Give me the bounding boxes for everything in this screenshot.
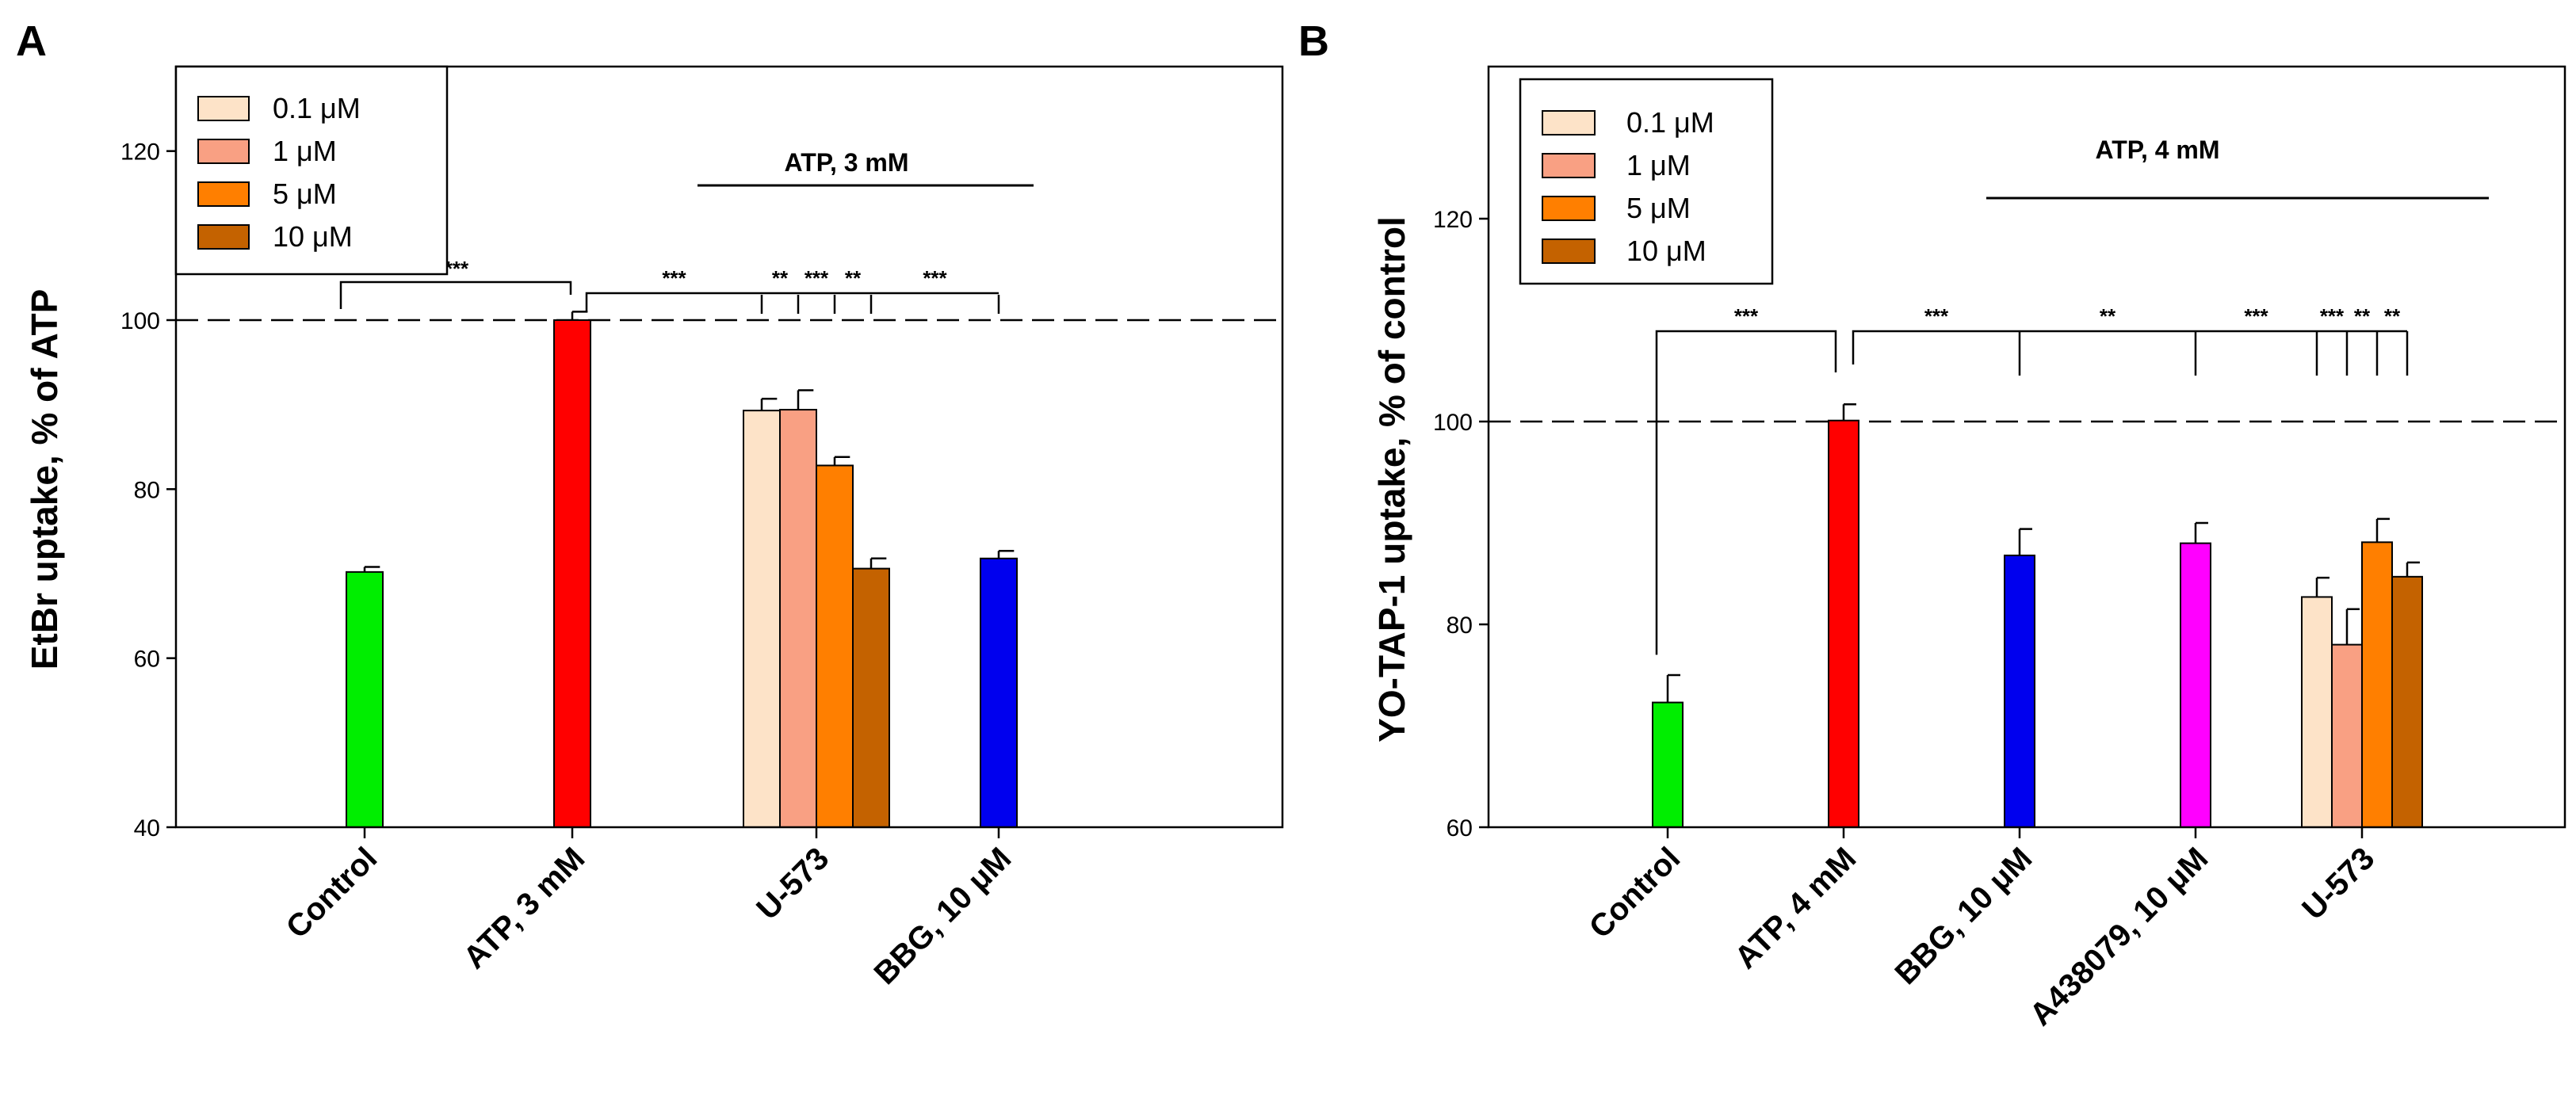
- panel-a-error-bar: [869, 557, 887, 569]
- panel-a-legend: 0.1 μM 1 μM 5 μM 10 μM: [174, 65, 449, 276]
- panel-b-category-label: A438079, 10 μM: [2024, 841, 2215, 1032]
- panel-a-legend-swatch: [197, 96, 250, 121]
- panel-a-y-tick-label: 60: [134, 647, 160, 673]
- panel-a-error-bar: [571, 311, 588, 320]
- panel-a-legend-label: 1 μM: [273, 135, 337, 167]
- panel-a-error-bar: [797, 389, 814, 410]
- panel-b-legend-swatch: [1542, 238, 1596, 264]
- panel-b-bar: [1828, 419, 1859, 828]
- panel-a-y-tick-label: 100: [120, 308, 160, 334]
- panel-b-category-label: ATP, 4 mM: [1728, 841, 1863, 975]
- panel-b-legend-swatch: [1542, 196, 1596, 221]
- panel-b-sig-label: **: [2354, 304, 2371, 328]
- panel-a-y-tick-label: 40: [134, 815, 160, 841]
- panel-a-error-bar: [760, 397, 778, 411]
- panel-a-bar: [779, 409, 817, 828]
- panel-b-sig-label: ***: [2320, 304, 2345, 328]
- panel-a-legend-label: 0.1 μM: [273, 92, 361, 124]
- panel-a-legend-swatch: [197, 139, 250, 164]
- panel-a-sig-bracket: [339, 280, 572, 309]
- panel-a-bar: [852, 567, 890, 828]
- panel-a-error-bar: [363, 566, 380, 572]
- panel-b-legend-label: 5 μM: [1626, 192, 1691, 224]
- panel-b-legend-swatch: [1542, 153, 1596, 178]
- panel-a-category-label: U-573: [750, 841, 835, 926]
- panel-b-legend-label: 10 μM: [1626, 235, 1707, 267]
- panel-a-category-label: ATP, 3 mM: [457, 841, 591, 975]
- panel-a-sig-label: ***: [923, 266, 947, 290]
- panel-a-error-bar: [997, 549, 1015, 559]
- panel-b-y-tick-label: 120: [1433, 207, 1473, 233]
- panel-a-bar: [346, 570, 384, 828]
- panel-a-bar: [980, 557, 1018, 828]
- panel-b-sig-bracket: [1852, 330, 2407, 364]
- panel-a-bar: [553, 319, 591, 828]
- panel-b-bar: [2391, 575, 2423, 829]
- panel-a-legend-label: 5 μM: [273, 177, 337, 210]
- panel-b-category-label: U-573: [2295, 841, 2381, 926]
- panel-a-sig-bracket: [585, 292, 999, 312]
- panel-b-error-bar: [2406, 561, 2420, 577]
- panel-b-legend-swatch: [1542, 110, 1596, 135]
- panel-b-bar: [2361, 541, 2393, 828]
- panel-b-error-bar: [1666, 674, 1680, 703]
- panel-a-category-label: BBG, 10 μM: [867, 841, 1018, 991]
- panel-b-error-bar: [2018, 528, 2032, 555]
- panel-b-category-label: Control: [1583, 841, 1687, 945]
- panel-b-error-bar: [1842, 403, 1856, 421]
- panel-a-sig-label: ***: [445, 257, 469, 280]
- panel-b-y-tick-label: 100: [1433, 410, 1473, 436]
- panel-a-bar: [743, 410, 781, 828]
- panel-b-bar: [1652, 701, 1684, 828]
- panel-b-y-tick-label: 60: [1447, 815, 1473, 841]
- panel-b-error-bar: [2194, 521, 2208, 544]
- panel-b-y-axis-label: YO-TAP-1 uptake, % of control: [1371, 216, 1412, 742]
- panel-a-legend-swatch: [197, 181, 250, 207]
- panel-a-legend-swatch: [197, 224, 250, 250]
- panel-b-legend-label: 1 μM: [1626, 149, 1691, 181]
- panel-a-y-tick-label: 120: [120, 139, 160, 166]
- panel-a-sig-label: **: [772, 266, 789, 290]
- panel-b: B YO-TAP-1 uptake, % of control 60 80 100 1…: [1298, 17, 2566, 1032]
- panel-b-bar: [2301, 596, 2333, 828]
- panel-a-bar: [816, 464, 854, 828]
- panel-b-bar: [2004, 554, 2035, 829]
- panel-b-sig-label: **: [2384, 304, 2401, 328]
- panel-b-category-label: BBG, 10 μM: [1888, 841, 2039, 991]
- panel-a-category-label: Control: [280, 841, 384, 945]
- panel-a-label: A: [16, 17, 47, 65]
- panel-a-legend-label: 10 μM: [273, 220, 353, 253]
- panel-a-error-bar: [833, 456, 850, 466]
- panel-b-error-bar: [2315, 576, 2329, 597]
- panel-b-label: B: [1298, 17, 1329, 65]
- panel-b-error-bar: [2345, 608, 2360, 645]
- panel-b-sig-label: ***: [2244, 304, 2268, 328]
- panel-a-sig-label: **: [845, 266, 862, 290]
- panel-a-plot-frame: [174, 65, 1284, 829]
- panel-b-sig-label: ***: [1924, 304, 1949, 328]
- panel-b-bar: [2331, 643, 2363, 828]
- panel-b-y-tick-label: 80: [1447, 612, 1473, 639]
- panel-a-atp-annotation: ATP, 3 mM: [784, 148, 908, 177]
- panel-b-atp-annotation: ATP, 4 mM: [2095, 135, 2219, 164]
- panel-a-sig-label: ***: [662, 266, 686, 290]
- panel-a-sig-label: ***: [805, 266, 829, 290]
- panel-b-bar: [2180, 542, 2211, 828]
- panel-b-sig-bracket: [1655, 330, 1837, 655]
- panel-b-legend-label: 0.1 μM: [1626, 106, 1714, 139]
- panel-b-sig-label: ***: [1734, 304, 1759, 328]
- panel-b-plot-frame: [1487, 65, 2566, 829]
- panel-a-y-axis-label: EtBr uptake, % of ATP: [24, 289, 65, 670]
- panel-b-error-bar: [2375, 517, 2390, 543]
- panel-b-sig-label: **: [2100, 304, 2116, 328]
- panel-a-y-tick-label: 80: [134, 477, 160, 503]
- panel-b-legend: 0.1 μM 1 μM 5 μM 10 μM: [1519, 78, 1774, 285]
